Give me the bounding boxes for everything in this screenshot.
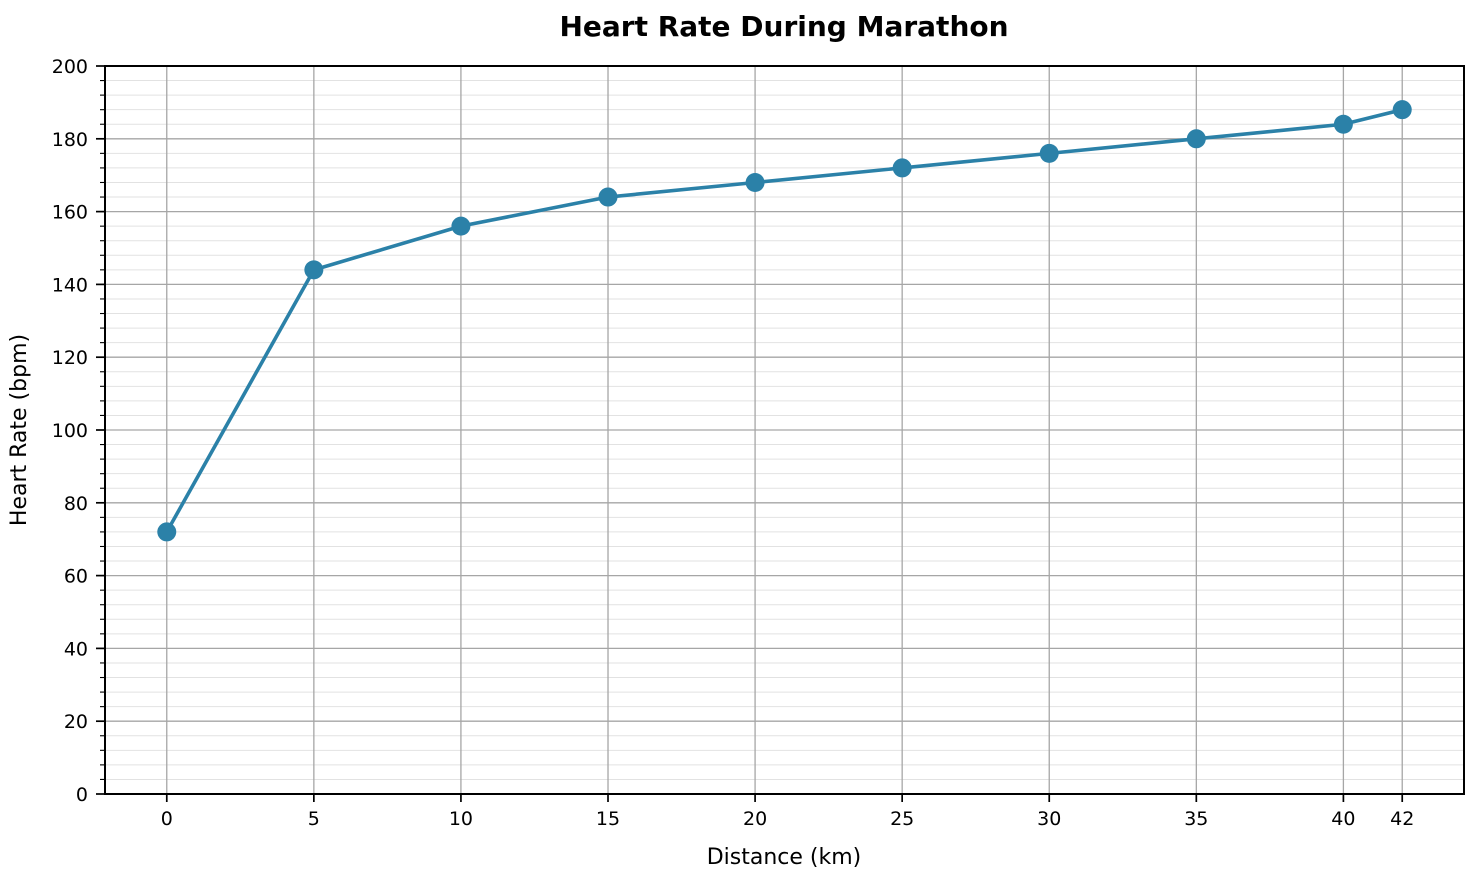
y-tick-label: 140 <box>52 274 88 296</box>
y-tick-label: 100 <box>52 420 88 442</box>
grid-layer <box>105 65 1464 795</box>
data-point-marker <box>157 522 177 542</box>
tick-label-layer: 0 20 40 60 80 100 120 140 160 180 200 0 5 10 15 20 25 30 3… <box>52 56 1415 830</box>
data-point-marker <box>598 187 618 207</box>
heart-rate-line <box>164 107 1405 534</box>
x-tick-label: 42 <box>1390 808 1414 830</box>
data-point-marker <box>1186 129 1206 149</box>
x-axis-label: Distance (km) <box>707 845 862 870</box>
x-tick-label: 25 <box>890 808 914 830</box>
x-tick-label: 5 <box>308 808 320 830</box>
x-tick-label: 40 <box>1331 808 1355 830</box>
x-tick-label: 20 <box>743 808 767 830</box>
data-point-marker <box>745 172 765 192</box>
y-tick-label: 60 <box>64 566 88 588</box>
y-tick-label: 20 <box>64 711 88 733</box>
x-tick-label: 10 <box>449 808 473 830</box>
data-point-marker <box>1392 100 1412 120</box>
y-axis-label: Heart Rate (bpm) <box>7 334 32 526</box>
y-tick-label: 200 <box>52 56 88 78</box>
heart-rate-series <box>157 100 1412 542</box>
axes-layer <box>96 65 1465 802</box>
x-tick-label: 15 <box>596 808 620 830</box>
data-point-marker <box>892 158 912 178</box>
data-point-marker <box>1333 114 1353 134</box>
x-tick-label: 0 <box>161 808 173 830</box>
y-tick-label: 120 <box>52 347 88 369</box>
x-tick-label: 30 <box>1037 808 1061 830</box>
data-point-marker <box>451 216 471 236</box>
x-tick-label: 35 <box>1184 808 1208 830</box>
y-tick-label: 180 <box>52 129 88 151</box>
data-point-marker <box>304 260 324 280</box>
y-tick-label: 160 <box>52 202 88 224</box>
y-tick-label: 80 <box>64 493 88 515</box>
data-point-marker <box>1039 143 1059 163</box>
y-tick-label: 0 <box>76 784 88 806</box>
chart-title: Heart Rate During Marathon <box>559 10 1008 43</box>
y-tick-label: 40 <box>64 638 88 660</box>
